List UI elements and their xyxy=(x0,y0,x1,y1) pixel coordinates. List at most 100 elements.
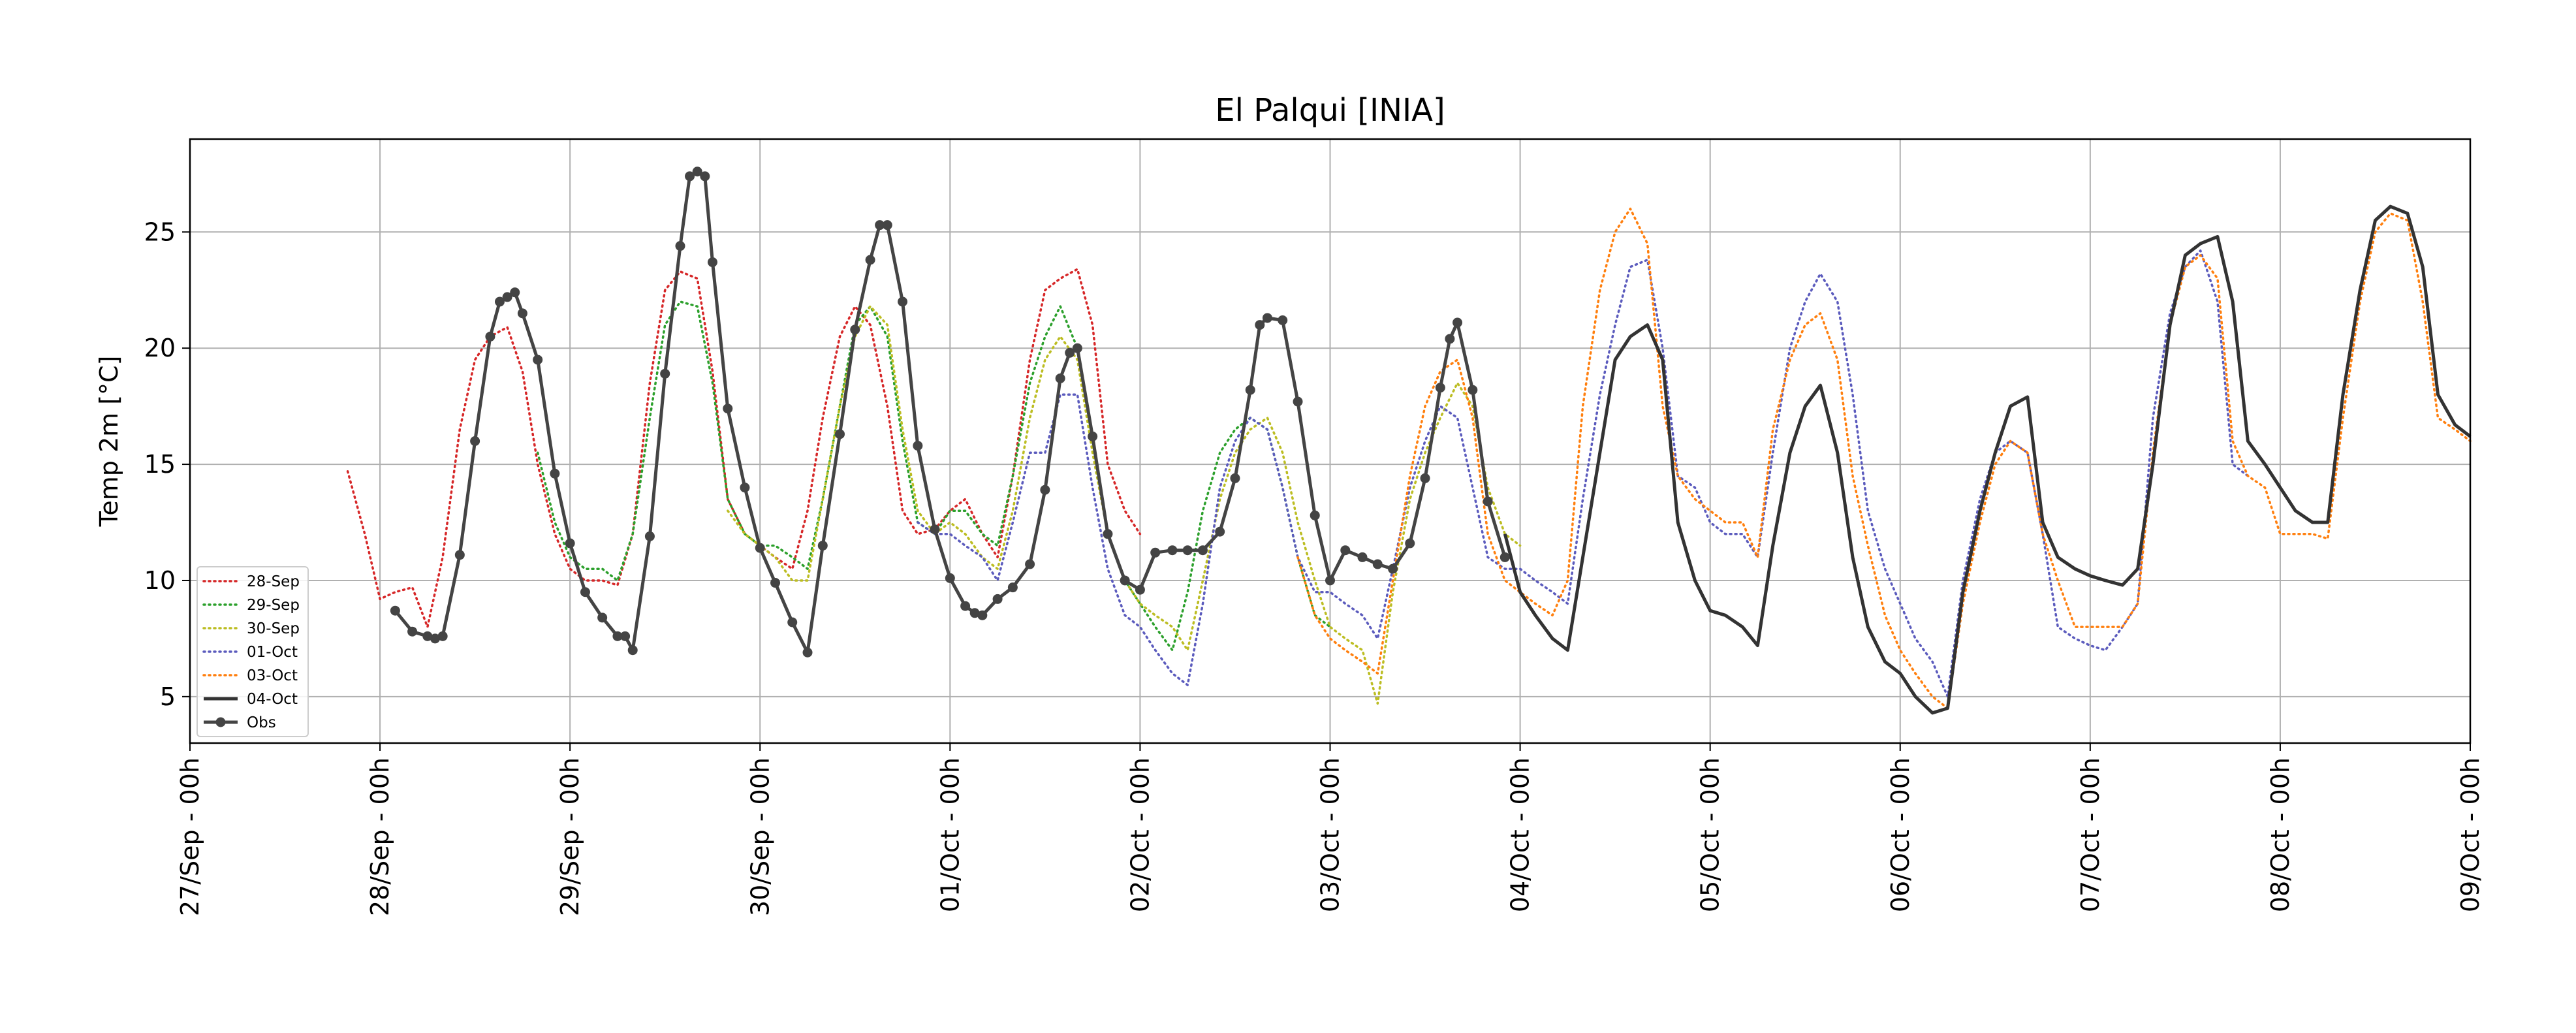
obs-point xyxy=(1025,559,1035,569)
obs-point xyxy=(1420,473,1430,483)
legend-label: 29-Sep xyxy=(247,597,300,614)
obs-point xyxy=(787,617,798,628)
obs-point xyxy=(597,612,608,623)
obs-point xyxy=(1182,545,1193,556)
legend: 28-Sep 29-Sep 30-Sep 01-Oct 03-Oct 04-Oct Obs xyxy=(196,566,309,737)
obs-point xyxy=(407,626,418,637)
obs-point xyxy=(612,631,623,641)
x-tick-label: 30/Sep - 00h xyxy=(746,757,774,916)
obs-point xyxy=(1103,529,1113,539)
x-tick-label: 08/Oct - 00h xyxy=(2266,757,2295,912)
obs-point xyxy=(913,441,923,451)
legend-marker xyxy=(215,717,226,727)
obs-point xyxy=(550,468,560,479)
obs-point xyxy=(517,308,527,319)
legend-label: 01-Oct xyxy=(247,644,298,661)
obs-point xyxy=(977,610,988,620)
obs-point xyxy=(875,220,885,230)
obs-point xyxy=(430,633,440,644)
x-tick-label: 01/Oct - 00h xyxy=(935,757,964,912)
obs-point xyxy=(740,483,750,493)
obs-point xyxy=(1278,315,1288,325)
series-line-Obs xyxy=(394,170,1507,654)
obs-point xyxy=(485,331,495,342)
y-tick-label: 10 xyxy=(144,566,176,595)
obs-point xyxy=(1405,538,1415,548)
obs-point xyxy=(1293,396,1303,407)
obs-point xyxy=(1150,547,1161,558)
obs-point xyxy=(675,241,685,251)
obs-point xyxy=(898,296,908,307)
obs-point xyxy=(802,647,813,658)
obs-point xyxy=(1445,334,1455,344)
obs-point xyxy=(1435,383,1445,393)
obs-point xyxy=(1055,373,1065,383)
obs-point xyxy=(1340,545,1351,556)
obs-point xyxy=(644,531,655,541)
obs-point xyxy=(1310,510,1320,520)
x-tick-label: 06/Oct - 00h xyxy=(1886,757,1915,912)
obs-point xyxy=(565,538,575,548)
obs-point xyxy=(835,429,845,439)
obs-point xyxy=(1215,526,1225,537)
obs-point xyxy=(1167,545,1178,556)
series-line-04-Oct xyxy=(1503,204,2472,715)
obs-point xyxy=(1197,545,1208,556)
obs-point xyxy=(755,543,765,553)
obs-point xyxy=(1483,496,1493,507)
obs-point xyxy=(1230,473,1240,483)
obs-point xyxy=(1088,431,1098,441)
obs-point xyxy=(992,594,1003,604)
obs-point xyxy=(1500,552,1510,562)
obs-point xyxy=(817,541,828,551)
obs-point xyxy=(470,436,480,446)
obs-point xyxy=(1453,317,1463,328)
obs-point xyxy=(930,524,940,535)
obs-point xyxy=(1325,575,1335,586)
x-tick-label: 02/Oct - 00h xyxy=(1125,757,1154,912)
x-tick-label: 07/Oct - 00h xyxy=(2076,757,2105,912)
legend-label: 04-Oct xyxy=(247,691,298,708)
x-tick-label: 28/Sep - 00h xyxy=(366,757,394,916)
obs-point xyxy=(1388,564,1398,574)
x-tick-label: 27/Sep - 00h xyxy=(176,757,204,916)
obs-point xyxy=(865,255,875,265)
legend-label: Obs xyxy=(247,714,276,731)
obs-point xyxy=(1262,313,1272,323)
obs-point xyxy=(1065,347,1075,358)
chart-title: El Palqui [INIA] xyxy=(1215,92,1445,129)
obs-point xyxy=(1357,552,1368,562)
x-tick-label: 05/Oct - 00h xyxy=(1696,757,1725,912)
obs-point xyxy=(1135,584,1145,595)
obs-point xyxy=(1245,385,1255,395)
y-tick-label: 5 xyxy=(160,682,176,711)
series-line-30-Sep xyxy=(727,305,1522,705)
x-tick-label: 03/Oct - 00h xyxy=(1316,757,1345,912)
obs-point xyxy=(1255,320,1265,330)
obs-point xyxy=(510,287,520,298)
obs-point xyxy=(700,171,710,182)
obs-point xyxy=(454,550,465,560)
obs-point xyxy=(1072,343,1082,353)
obs-point xyxy=(422,631,433,641)
series-line-03-Oct xyxy=(1296,207,2472,710)
axis-ticks: 27/Sep - 00h 28/Sep - 00h 29/Sep - 00h 30/S… xyxy=(144,217,2485,916)
obs-point xyxy=(1468,385,1478,395)
legend-label: 28-Sep xyxy=(247,573,300,590)
obs-point xyxy=(692,167,702,177)
obs-point xyxy=(1120,575,1130,586)
x-tick-label: 29/Sep - 00h xyxy=(556,757,584,916)
obs-point xyxy=(1007,582,1018,593)
obs-point xyxy=(620,631,631,641)
obs-point xyxy=(969,608,980,618)
y-tick-label: 15 xyxy=(144,450,176,479)
legend-frame xyxy=(196,566,309,737)
obs-point xyxy=(1372,559,1383,569)
obs-point xyxy=(850,325,860,335)
obs-point xyxy=(882,220,892,230)
legend-label: 03-Oct xyxy=(247,667,298,684)
x-tick-label: 04/Oct - 00h xyxy=(1506,757,1535,912)
obs-point xyxy=(945,573,955,583)
x-tick-label: 09/Oct - 00h xyxy=(2456,757,2485,912)
